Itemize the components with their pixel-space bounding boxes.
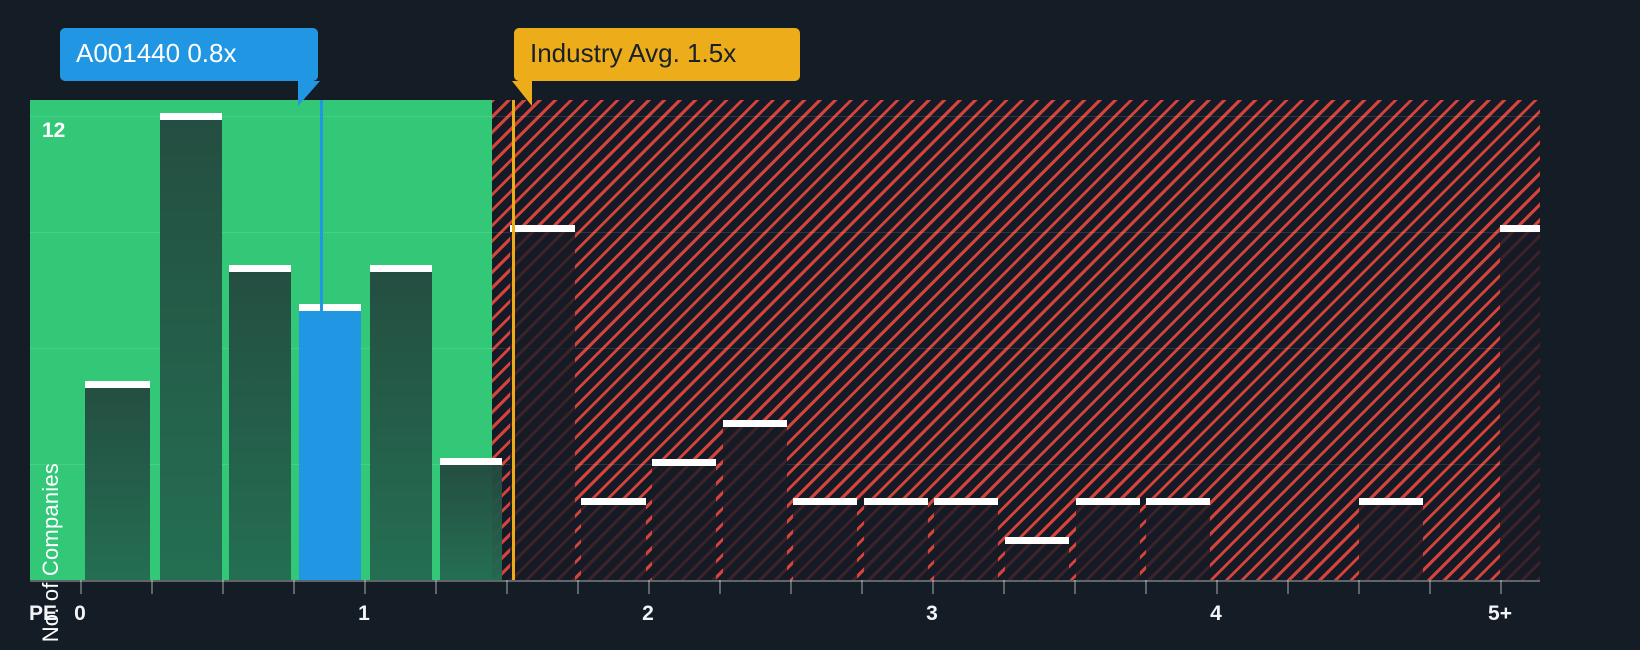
bar-cap [1076,498,1140,505]
bar[interactable] [160,113,222,580]
x-tick-16 [1216,580,1218,594]
bar-cap [723,420,787,427]
bar[interactable] [1076,498,1140,580]
industry-marker-line-lower [512,232,515,580]
gridline-2 [30,348,1540,349]
bar-body [370,272,432,580]
bar[interactable] [793,498,857,580]
x-tick-19 [1429,580,1431,594]
industry-tooltip[interactable]: Industry Avg. 1.5x [514,28,800,81]
bar-cap [1359,498,1423,505]
bar[interactable] [229,265,291,580]
x-tick-14 [1074,580,1076,594]
company-tooltip[interactable]: A001440 0.8x [60,28,318,81]
bar-body [299,311,361,580]
x-axis-label-0: 0 [74,602,86,625]
bar-cap [370,265,432,272]
bar-body [934,505,998,580]
industry-tooltip-tail [512,81,532,106]
bar[interactable] [1146,498,1210,580]
bar[interactable] [723,420,787,580]
x-tick-1 [151,580,153,594]
x-tick-17 [1287,580,1289,594]
y-axis-max-label: 12 [42,119,66,142]
bar[interactable] [1500,225,1540,580]
x-axis-label-4: 4 [1210,602,1222,625]
bar-cap [581,498,646,505]
x-tick-8 [648,580,650,594]
bar-body [793,505,857,580]
bar[interactable] [1359,498,1423,580]
bar[interactable] [1005,537,1069,580]
bar-cap [793,498,857,505]
bar-body [1500,232,1540,580]
bar-cap [510,225,575,232]
bar-cap [1005,537,1069,544]
bar[interactable] [510,225,575,580]
bar-body [440,465,502,580]
bar-body [160,120,222,580]
bar-body [864,505,928,580]
x-axis-line [30,580,1540,582]
bar-cap [1500,225,1540,232]
x-axis-label-1: 1 [358,602,370,625]
bar[interactable] [370,265,432,580]
bar-body [1359,505,1423,580]
bar-cap [229,265,291,272]
bar-cap [299,304,361,311]
x-tick-4 [364,580,366,594]
industry-tooltip-label: Industry Avg. 1.5x [530,38,737,68]
bar-body [85,388,150,580]
company-tooltip-label: A001440 0.8x [76,38,237,68]
company-tooltip-tail [298,81,320,106]
bar-body [723,427,787,580]
bar-cap [652,459,716,466]
bar[interactable] [934,498,998,580]
gridline-1 [30,232,1540,233]
bar-body [229,272,291,580]
x-tick-5 [435,580,437,594]
bar[interactable] [85,381,150,580]
x-tick-15 [1145,580,1147,594]
bar-cap [934,498,998,505]
x-tick-6 [506,580,508,594]
bar-body [510,232,575,580]
bar-body [1146,505,1210,580]
x-tick-9 [719,580,721,594]
x-tick-18 [1358,580,1360,594]
bar-body [1076,505,1140,580]
x-axis-label-3: 3 [926,602,938,625]
bar-cap [1146,498,1210,505]
bar-company-highlight[interactable] [299,304,361,580]
plot-area [30,100,1540,580]
x-axis-label-2: 2 [642,602,654,625]
bar[interactable] [652,459,716,580]
bar-body [652,466,716,580]
bar[interactable] [581,498,646,580]
bar-cap [440,458,502,465]
x-axis-title: PE [29,602,58,625]
x-tick-7 [577,580,579,594]
bar-cap [85,381,150,388]
bar-cap [160,113,222,120]
gridline-0 [30,116,1540,117]
x-tick-20 [1500,580,1502,594]
company-marker-line [320,100,323,580]
bar-cap [864,498,928,505]
x-axis-label-5plus: 5+ [1488,602,1512,625]
x-tick-10 [790,580,792,594]
bar-body [581,505,646,580]
bar-body [1005,544,1069,580]
bar[interactable] [440,458,502,580]
x-tick-2 [222,580,224,594]
x-tick-13 [1003,580,1005,594]
bar[interactable] [864,498,928,580]
x-tick-11 [861,580,863,594]
x-tick-12 [932,580,934,594]
x-tick-3 [293,580,295,594]
x-tick-0 [80,580,82,594]
